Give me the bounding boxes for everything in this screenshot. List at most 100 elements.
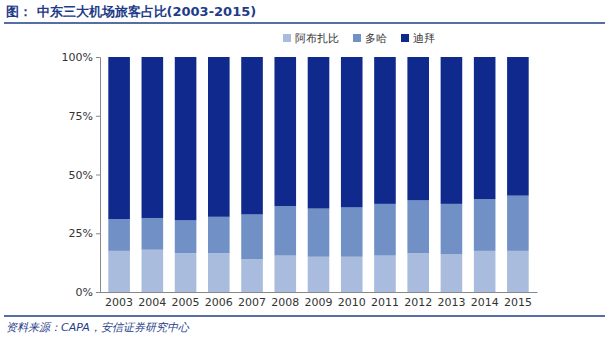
x-tick-label: 2010: [338, 296, 366, 309]
x-tick-label: 2003: [105, 296, 133, 309]
bar: [175, 57, 197, 220]
bar: [274, 57, 296, 206]
bar: [241, 57, 263, 214]
y-axis: 0% 25% 50% 75% 100%: [62, 51, 101, 299]
bar: [507, 196, 529, 251]
bar: [274, 256, 296, 292]
x-tick: 2013: [437, 292, 465, 309]
y-axis-line: [96, 58, 101, 293]
x-tick-label: 2009: [305, 296, 333, 309]
bar: [474, 199, 496, 251]
bar: [142, 250, 164, 292]
bar: [407, 253, 429, 292]
y-tick: 75%: [69, 110, 100, 123]
x-tick-label: 2015: [504, 296, 532, 309]
legend: 阿布扎比 多哈 迪拜: [283, 32, 435, 45]
x-tick-label: 2004: [138, 296, 166, 309]
legend-label: 阿布扎比: [295, 32, 339, 45]
bar: [208, 57, 230, 217]
bar: [507, 251, 529, 292]
legend-item: 多哈: [353, 32, 387, 45]
x-tick: 2010: [338, 292, 366, 309]
y-tick-label: 25%: [69, 227, 93, 240]
y-tick: 25%: [69, 227, 100, 240]
title: 图： 中东三大机场旅客占比(2003-2015): [6, 4, 256, 19]
x-tick-label: 2007: [238, 296, 266, 309]
x-tick: 2003: [105, 292, 133, 309]
bar: [308, 257, 330, 292]
y-tick: 50%: [69, 169, 100, 182]
x-tick-label: 2011: [371, 296, 399, 309]
x-tick: 2005: [172, 292, 200, 309]
y-tick: 0%: [76, 286, 100, 299]
bar: [308, 57, 330, 209]
x-tick: 2007: [238, 292, 266, 309]
y-tick: 100%: [62, 51, 100, 64]
y-tick-label: 100%: [62, 51, 93, 64]
bar: [142, 218, 164, 250]
y-tick-mark: [96, 233, 100, 234]
bar: [474, 251, 496, 292]
bar: [441, 57, 463, 204]
bar: [507, 57, 529, 196]
bar: [108, 251, 130, 292]
legend-swatch: [283, 34, 291, 42]
bar: [208, 253, 230, 292]
bar: [341, 257, 363, 292]
bar: [308, 209, 330, 257]
x-tick: 2014: [471, 292, 499, 309]
x-tick-label: 2008: [271, 296, 299, 309]
bar: [108, 57, 130, 219]
series: [108, 57, 528, 220]
bar: [241, 259, 263, 292]
x-tick-label: 2012: [404, 296, 432, 309]
bar: [175, 220, 197, 253]
bar: [374, 204, 396, 256]
bar: [241, 214, 263, 259]
source-rule: [4, 315, 605, 317]
bars: [108, 57, 528, 292]
y-tick-mark: [96, 175, 100, 176]
y-tick-label: 50%: [69, 169, 93, 182]
legend-item: 阿布扎比: [283, 32, 339, 45]
legend-label: 迪拜: [413, 32, 435, 45]
y-tick-mark: [96, 57, 100, 58]
y-tick-mark: [96, 292, 100, 293]
x-tick-label: 2014: [471, 296, 499, 309]
bar: [474, 57, 496, 199]
y-tick-mark: [96, 116, 100, 117]
bar: [175, 253, 197, 292]
x-tick-label: 2006: [205, 296, 233, 309]
bar: [374, 256, 396, 292]
bar: [407, 57, 429, 200]
y-tick-label: 0%: [76, 286, 93, 299]
x-axis-line: [101, 292, 538, 293]
bar: [441, 204, 463, 255]
x-tick: 2011: [371, 292, 399, 309]
bar: [374, 57, 396, 204]
x-tick: 2012: [404, 292, 432, 309]
x-tick: 2004: [138, 292, 166, 309]
bar: [441, 254, 463, 292]
bar: [142, 57, 164, 218]
x-tick: 2006: [205, 292, 233, 309]
x-tick: 2009: [305, 292, 333, 309]
source: 资料来源：CAPA，安信证券研究中心: [6, 321, 190, 334]
legend-swatch: [353, 34, 361, 42]
x-tick-label: 2005: [172, 296, 200, 309]
bar: [341, 207, 363, 256]
x-tick: 2015: [504, 292, 532, 309]
x-tick: 2008: [271, 292, 299, 309]
chart: 图： 中东三大机场旅客占比(2003-2015) 0% 25% 50% 75% 100% 2…: [0, 0, 611, 337]
legend-label: 多哈: [365, 32, 387, 45]
title-rule: [4, 22, 605, 24]
y-tick-label: 75%: [69, 110, 93, 123]
x-axis: 2003 2004 2005 2006 2007 2008 2009 2010 2011 2012…: [101, 292, 538, 309]
bar: [341, 57, 363, 207]
legend-item: 迪拜: [401, 32, 435, 45]
bar: [208, 217, 230, 253]
x-tick-label: 2013: [437, 296, 465, 309]
legend-swatch: [401, 34, 409, 42]
bar: [108, 219, 130, 251]
bar: [274, 206, 296, 255]
